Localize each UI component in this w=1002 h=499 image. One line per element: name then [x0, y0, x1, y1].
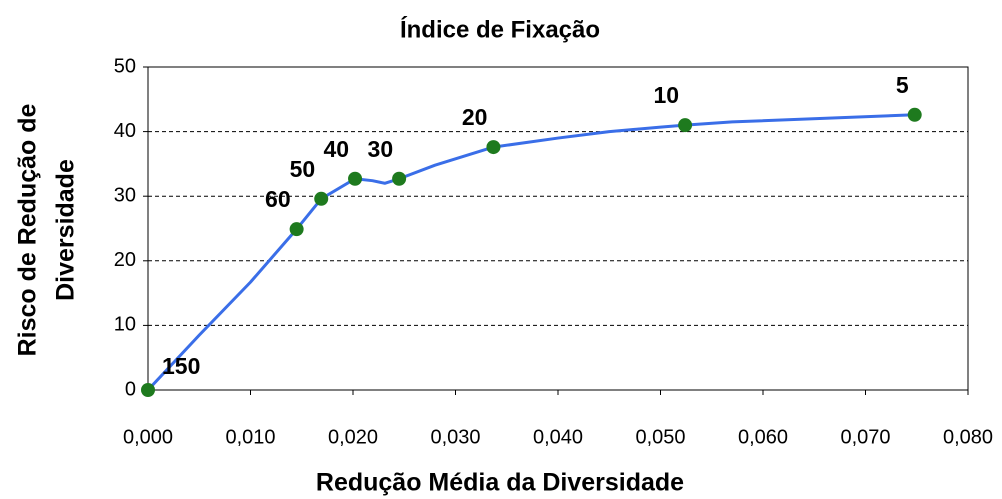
x-tick-label: 0,020	[328, 426, 378, 448]
y-tick-label: 10	[114, 314, 136, 336]
x-tick-label: 0,040	[533, 426, 583, 448]
plot-area	[147, 66, 969, 391]
x-tick-label: 0,050	[635, 426, 685, 448]
y-axis-label: Risco de Redução de	[14, 103, 42, 356]
marker	[289, 222, 304, 237]
marker	[907, 107, 922, 122]
chart-title: Índice de Fixação	[400, 15, 600, 43]
x-tick-label: 0,030	[430, 426, 480, 448]
point-label: 30	[368, 136, 394, 162]
marker	[348, 171, 363, 186]
marker	[141, 383, 155, 397]
x-tick-label: 0,000	[123, 426, 173, 448]
x-tick-label: 0,060	[738, 426, 788, 448]
y-tick-label: 0	[125, 378, 136, 400]
marker	[392, 171, 407, 186]
y-tick-label: 30	[114, 184, 136, 206]
point-label: 10	[654, 82, 680, 108]
y-tick-label: 20	[114, 249, 136, 271]
marker	[314, 191, 329, 206]
point-label: 150	[162, 353, 200, 379]
x-tick-label: 0,010	[225, 426, 275, 448]
y-tick-label: 50	[114, 55, 136, 77]
point-label: 60	[265, 186, 291, 212]
point-label: 5	[896, 72, 909, 98]
y-axis-label: Diversidade	[52, 159, 80, 301]
point-label: 20	[462, 104, 488, 130]
marker	[678, 118, 693, 133]
point-label: 50	[290, 156, 316, 182]
line	[146, 113, 915, 392]
point-label: 40	[323, 136, 349, 162]
x-tick-label: 0,080	[943, 426, 993, 448]
marker	[486, 140, 501, 155]
x-axis-label: Redução Média da Diversidade	[316, 469, 684, 497]
y-tick-label: 40	[114, 120, 136, 142]
x-tick-label: 0,070	[840, 426, 890, 448]
